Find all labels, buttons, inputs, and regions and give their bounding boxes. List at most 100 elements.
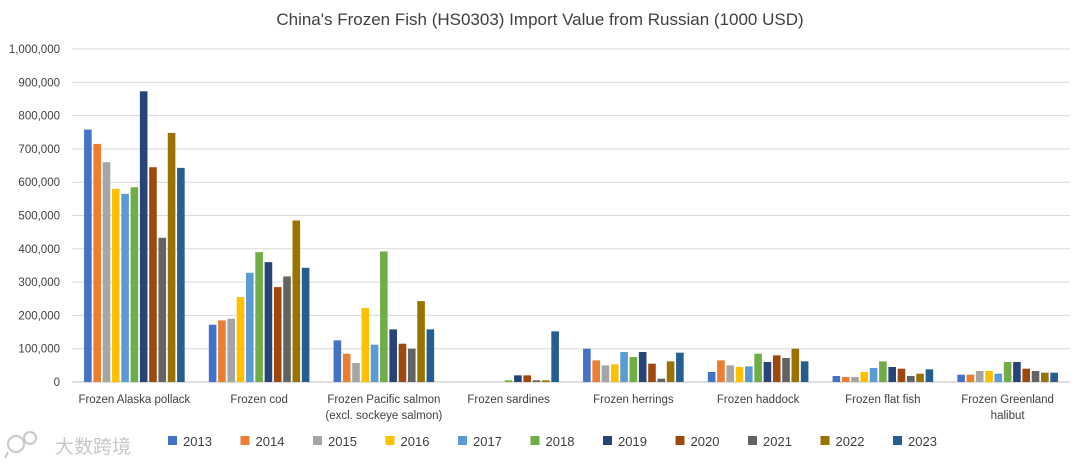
y-tick-label: 700,000 bbox=[18, 144, 60, 156]
bar bbox=[1003, 362, 1012, 382]
bar bbox=[1050, 372, 1058, 382]
bar bbox=[888, 367, 896, 382]
bar bbox=[246, 272, 254, 382]
bar bbox=[111, 188, 120, 382]
x-category-label: Frozen sardines bbox=[467, 394, 550, 406]
bar bbox=[782, 358, 790, 382]
bar bbox=[352, 363, 360, 382]
y-tick-label: 0 bbox=[54, 377, 60, 389]
bar bbox=[398, 343, 407, 382]
legend-swatch bbox=[675, 436, 685, 445]
bar bbox=[264, 262, 273, 382]
legend-swatch bbox=[893, 436, 902, 445]
watermark: 大数跨境 bbox=[4, 431, 131, 459]
bar bbox=[629, 357, 638, 382]
bar bbox=[985, 371, 993, 382]
legend-label: 2021 bbox=[763, 434, 792, 449]
bar bbox=[504, 380, 513, 382]
bar bbox=[1031, 371, 1040, 382]
bar bbox=[361, 308, 370, 382]
bar bbox=[745, 366, 753, 382]
y-tick-label: 600,000 bbox=[18, 177, 60, 189]
y-tick-label: 100,000 bbox=[18, 344, 60, 356]
legend-swatch bbox=[530, 436, 540, 445]
legend-label: 2017 bbox=[473, 434, 502, 449]
legend: 2013 2014 2015 2016 2017 2018 2019 2020 2021 2022… bbox=[168, 434, 937, 449]
bar bbox=[273, 287, 282, 382]
bar bbox=[208, 324, 217, 382]
legend-label: 2015 bbox=[328, 434, 357, 449]
bar bbox=[610, 364, 619, 382]
bar bbox=[735, 367, 744, 382]
bar bbox=[648, 363, 656, 382]
x-category-label: halibut bbox=[991, 410, 1026, 422]
bar bbox=[417, 301, 425, 382]
bar bbox=[851, 377, 859, 382]
bar bbox=[227, 318, 236, 382]
x-category-label: Frozen haddock bbox=[717, 394, 800, 406]
legend-label: 2014 bbox=[256, 434, 285, 449]
watermark-text: 大数跨境 bbox=[55, 436, 131, 458]
bar bbox=[994, 373, 1003, 382]
bars bbox=[84, 91, 1058, 383]
y-tick-label: 500,000 bbox=[18, 211, 60, 223]
y-tick-label: 800,000 bbox=[18, 111, 60, 123]
y-tick-label: 1,000,000 bbox=[9, 44, 60, 56]
legend-swatch bbox=[820, 436, 830, 445]
bar bbox=[657, 378, 666, 382]
bar bbox=[121, 193, 129, 382]
legend-swatch bbox=[748, 436, 757, 445]
legend-swatch bbox=[168, 436, 177, 445]
legend-swatch bbox=[603, 436, 612, 445]
bar bbox=[218, 320, 226, 382]
chart-title: China's Frozen Fish (HS0303) Import Valu… bbox=[276, 10, 803, 29]
bar bbox=[726, 365, 735, 382]
bar bbox=[426, 329, 435, 382]
bar bbox=[800, 361, 809, 382]
legend-label: 2018 bbox=[546, 434, 575, 449]
bar bbox=[832, 376, 841, 382]
y-axis-ticks: 0 100,000 200,000 300,000 400,000 500,000 600,… bbox=[9, 44, 60, 389]
x-category-label: Frozen cod bbox=[230, 394, 288, 406]
bar bbox=[754, 353, 762, 382]
bar bbox=[717, 360, 725, 382]
bar bbox=[292, 220, 301, 382]
bar bbox=[84, 129, 92, 382]
legend-label: 2013 bbox=[183, 434, 212, 449]
bar bbox=[102, 162, 111, 382]
bar bbox=[763, 362, 772, 382]
legend-label: 2019 bbox=[618, 434, 647, 449]
bar bbox=[283, 276, 291, 382]
legend-swatch bbox=[240, 436, 250, 445]
bar bbox=[301, 267, 310, 382]
bar bbox=[957, 374, 965, 382]
y-tick-label: 900,000 bbox=[18, 77, 60, 89]
bar bbox=[158, 237, 167, 382]
bar bbox=[925, 369, 934, 382]
bar bbox=[601, 365, 610, 382]
x-category-label: Frozen flat fish bbox=[845, 394, 920, 406]
bar bbox=[906, 376, 915, 382]
bar bbox=[514, 375, 522, 382]
bar bbox=[1022, 368, 1031, 382]
bar bbox=[1013, 362, 1021, 382]
bar bbox=[860, 372, 869, 382]
bar bbox=[620, 352, 628, 382]
bar bbox=[772, 355, 781, 382]
bar bbox=[532, 380, 541, 382]
legend-label: 2022 bbox=[836, 434, 865, 449]
bar bbox=[333, 340, 342, 383]
bar bbox=[707, 372, 716, 382]
bar bbox=[841, 377, 850, 382]
legend-swatch bbox=[385, 436, 395, 445]
legend-label: 2023 bbox=[908, 434, 937, 449]
bar bbox=[407, 348, 416, 382]
legend-label: 2016 bbox=[401, 434, 430, 449]
bar bbox=[523, 375, 532, 382]
logo-icon bbox=[4, 431, 37, 459]
legend-swatch bbox=[313, 436, 322, 445]
x-category-label: Frozen Alaska pollack bbox=[78, 394, 190, 406]
bar bbox=[666, 361, 675, 382]
